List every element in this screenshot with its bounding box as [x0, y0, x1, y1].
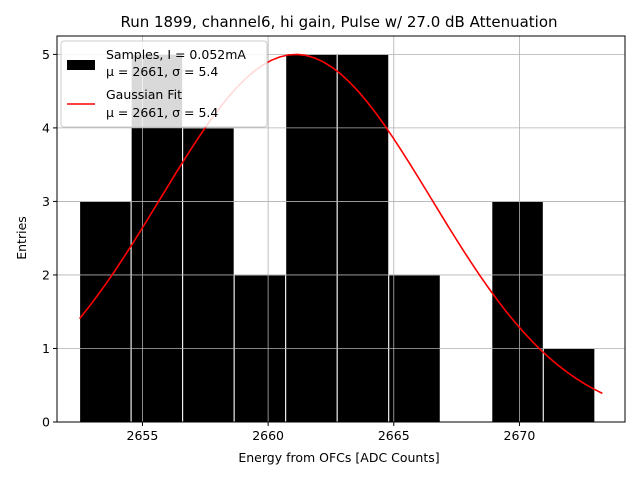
y-tick-label: 5	[42, 47, 50, 62]
x-tick-label: 2670	[504, 428, 536, 443]
chart-title: Run 1899, channel6, hi gain, Pulse w/ 27…	[120, 13, 557, 31]
x-tick-label: 2665	[378, 428, 410, 443]
legend-histogram-swatch	[67, 60, 95, 70]
histogram-bar	[491, 200, 544, 423]
y-tick-label: 1	[42, 341, 50, 356]
legend: Samples, I = 0.052mA μ = 2661, σ = 5.4 Gau…	[60, 40, 268, 128]
histogram-bar	[79, 200, 132, 423]
legend-histogram-stats: μ = 2661, σ = 5.4	[106, 64, 218, 79]
axes-frame	[56, 35, 626, 423]
plot-area: 2655 2660 2665 2670 0 1 2 3 4 5	[42, 35, 626, 443]
x-tick-label: 2660	[252, 428, 284, 443]
y-tick-label: 0	[42, 415, 50, 430]
gaussian-fit-line	[78, 53, 603, 395]
histogram-bar	[285, 53, 338, 423]
legend-fit-label: Gaussian Fit	[106, 87, 182, 102]
y-axis-label: Entries	[14, 216, 29, 260]
x-tick-label: 2655	[127, 428, 159, 443]
y-tick-label: 4	[42, 120, 50, 135]
legend-frame	[60, 40, 268, 128]
y-tick-label: 3	[42, 194, 50, 209]
x-axis-label: Energy from OFCs [ADC Counts]	[238, 450, 439, 465]
legend-histogram-label: Samples, I = 0.052mA	[106, 47, 246, 62]
histogram-bar	[336, 53, 390, 423]
legend-fit-stats: μ = 2661, σ = 5.4	[106, 105, 218, 120]
y-tick-label: 2	[42, 267, 50, 282]
